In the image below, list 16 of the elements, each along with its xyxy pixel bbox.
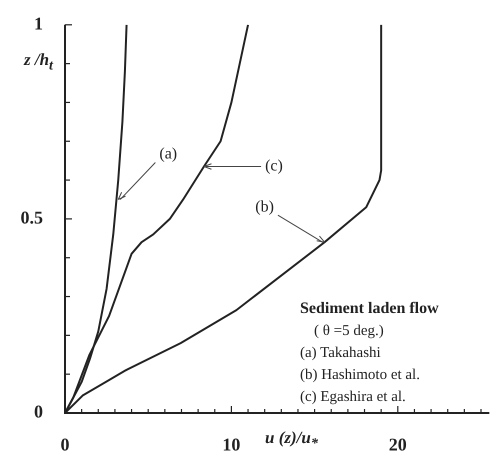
y-axis-title: z /h$_{t}$ xyxy=(24,50,53,74)
x-axis-title: u (z)/u$_{*}$ xyxy=(265,428,318,452)
annotation: (b) xyxy=(255,198,274,216)
annotation: (c) Egashira et al. xyxy=(300,388,407,407)
annotation: ( θ =5 deg.) xyxy=(313,322,385,341)
annotation: (a) xyxy=(159,146,178,163)
y-tick-label: 0.5 xyxy=(20,208,43,228)
y-tick-label: 0 xyxy=(34,402,43,422)
annotation: Sediment laden flow xyxy=(300,299,439,319)
x-tick-label: 10 xyxy=(222,434,240,454)
x-tick-label: 20 xyxy=(388,434,407,454)
y-tick-label: 1 xyxy=(34,13,43,34)
x-tick-label: 0 xyxy=(60,434,70,454)
annotation: (b) Hashimoto et al. xyxy=(300,366,421,385)
annotation: (a) Takahashi xyxy=(300,344,382,363)
annotation: (c) xyxy=(265,158,283,175)
